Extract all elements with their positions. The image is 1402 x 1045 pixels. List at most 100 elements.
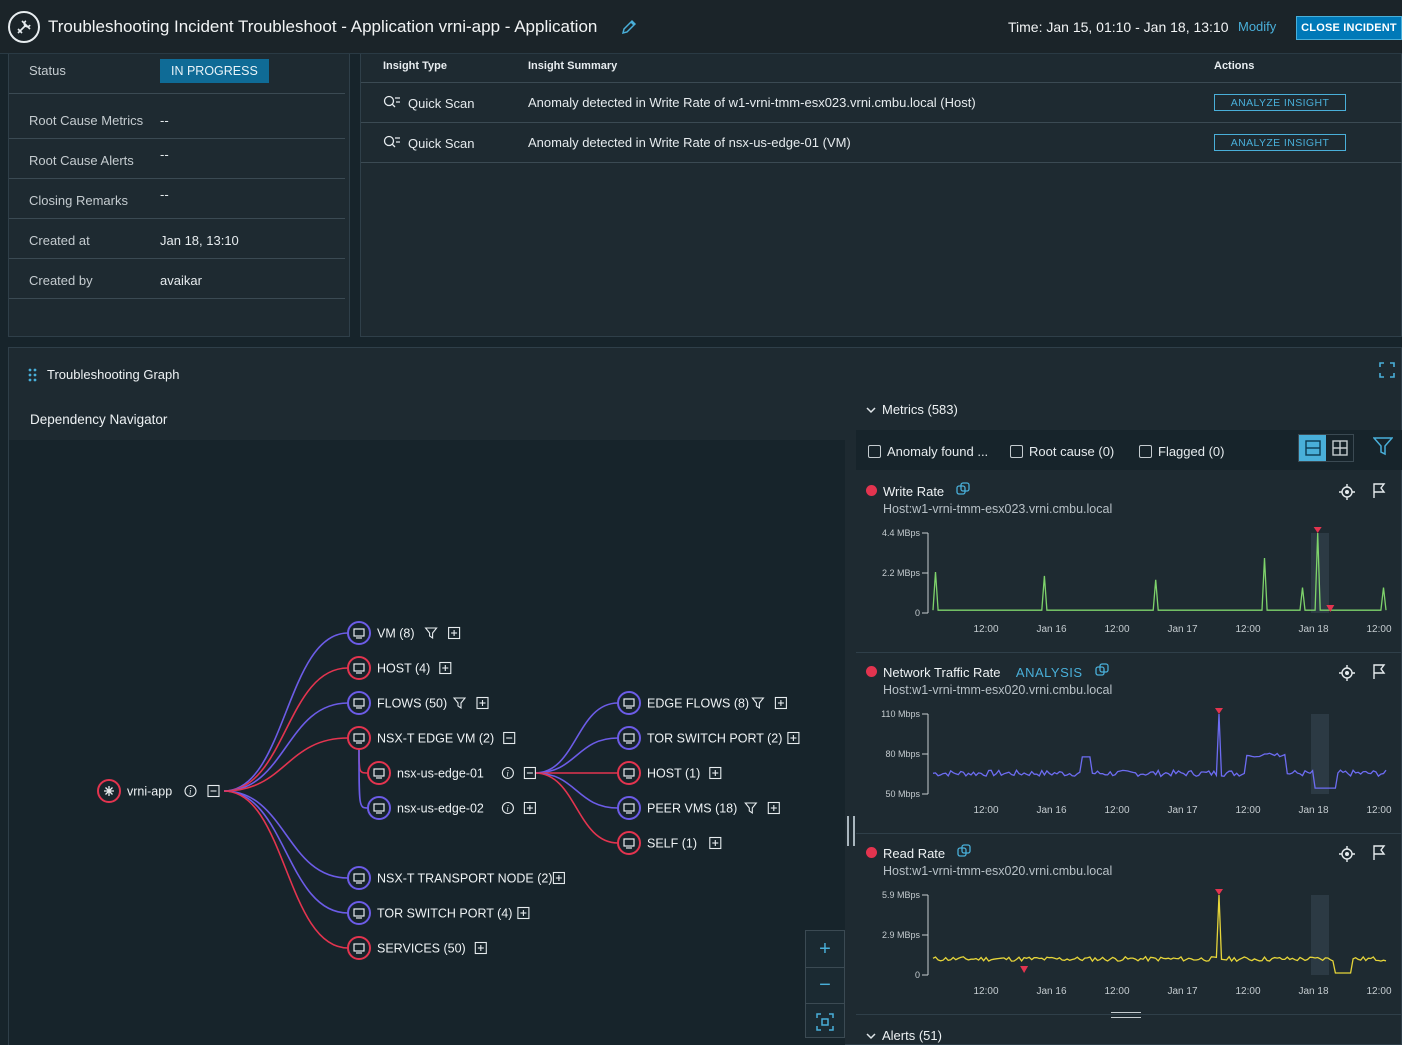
expand-icon[interactable] xyxy=(552,871,565,885)
graph-node[interactable] xyxy=(617,796,641,820)
flag-icon[interactable] xyxy=(1372,664,1386,683)
metric-card[interactable]: Write Rate Host:w1-vrni-tmm-esx023.vrni.… xyxy=(856,473,1402,653)
node-label[interactable]: VM (8) xyxy=(377,627,415,641)
graph-node[interactable] xyxy=(347,901,371,925)
alerts-collapse-toggle[interactable]: Alerts (51) xyxy=(866,1028,942,1043)
resize-handle[interactable] xyxy=(1111,1012,1141,1018)
node-type-icon xyxy=(353,908,365,919)
node-label[interactable]: nsx-us-edge-01 xyxy=(397,767,484,781)
collapse-icon[interactable] xyxy=(523,766,536,780)
metric-card[interactable]: Network Traffic Rate ANALYSIS Host:w1-vr… xyxy=(856,654,1402,834)
fit-to-screen-button[interactable] xyxy=(806,1003,844,1039)
metric-card[interactable]: Read Rate Host:w1-vrni-tmm-esx020.vrni.c… xyxy=(856,835,1402,1015)
metric-chart[interactable]: 5.9 MBps 2.9 MBps 0 12:00 Jan 16 12:00 Jan 17 1… xyxy=(856,880,1402,1015)
anomaly-marker[interactable] xyxy=(1214,708,1223,714)
info-icon[interactable]: i xyxy=(501,801,514,815)
node-label[interactable]: NSX-T EDGE VM (2) xyxy=(377,732,494,746)
checkbox[interactable] xyxy=(1139,445,1152,458)
graph-node[interactable] xyxy=(347,656,371,680)
anomaly-marker[interactable] xyxy=(1020,966,1029,973)
filter-icon[interactable] xyxy=(424,627,438,640)
zoom-in-button[interactable]: + xyxy=(819,937,831,960)
collapse-icon[interactable] xyxy=(503,731,516,745)
graph-node[interactable] xyxy=(347,621,371,645)
analyze-insight-button[interactable]: ANALYZE INSIGHT xyxy=(1214,134,1346,151)
anomaly-marker[interactable] xyxy=(1326,605,1335,612)
analysis-badge[interactable]: ANALYSIS xyxy=(1012,665,1083,680)
filter-icon[interactable] xyxy=(1372,436,1394,459)
filter-icon[interactable] xyxy=(452,697,467,710)
link-icon[interactable] xyxy=(1094,663,1109,680)
node-label[interactable]: TOR SWITCH PORT (2) xyxy=(647,732,782,746)
expand-icon[interactable] xyxy=(474,941,487,955)
locate-icon[interactable] xyxy=(1339,846,1355,865)
node-label[interactable]: HOST (4) xyxy=(377,662,430,676)
top-bar: Troubleshooting Incident Troubleshoot - … xyxy=(0,0,1402,54)
expand-icon[interactable] xyxy=(476,696,489,710)
graph-node[interactable] xyxy=(617,761,641,785)
filter-icon[interactable] xyxy=(744,802,758,815)
expand-icon[interactable] xyxy=(787,731,800,745)
graph-node[interactable] xyxy=(347,936,371,960)
link-icon[interactable] xyxy=(957,844,971,861)
graph-node-root[interactable] xyxy=(97,779,121,803)
drag-handle-icon[interactable] xyxy=(28,368,38,385)
metrics-collapse-toggle[interactable]: Metrics (583) xyxy=(866,402,958,417)
graph-node[interactable] xyxy=(617,831,641,855)
node-label[interactable]: HOST (1) xyxy=(647,767,700,781)
node-label[interactable]: FLOWS (50) xyxy=(377,697,447,711)
graph-node[interactable] xyxy=(367,796,391,820)
expand-icon[interactable] xyxy=(523,801,536,815)
node-label[interactable]: SERVICES (50) xyxy=(377,942,466,956)
expand-icon[interactable] xyxy=(709,766,722,780)
analyze-insight-button[interactable]: ANALYZE INSIGHT xyxy=(1214,94,1346,111)
locate-icon[interactable] xyxy=(1339,484,1355,503)
metric-chart[interactable]: 4.4 MBps 2.2 MBps 0 12:00 Jan 16 12:00 Jan 17 1… xyxy=(856,518,1402,653)
node-label[interactable]: TOR SWITCH PORT (4) xyxy=(377,907,512,921)
anomaly-marker[interactable] xyxy=(1313,527,1322,533)
grid-view-icon[interactable] xyxy=(1326,435,1353,461)
anomaly-filter-checkbox[interactable]: Anomaly found ... xyxy=(868,444,988,459)
expand-icon[interactable] xyxy=(448,626,461,640)
anomaly-marker[interactable] xyxy=(1214,889,1223,895)
filter-icon[interactable] xyxy=(751,697,765,710)
modify-link[interactable]: Modify xyxy=(1238,19,1277,34)
zoom-out-button[interactable]: − xyxy=(806,967,844,1003)
graph-node[interactable] xyxy=(367,761,391,785)
node-label[interactable]: vrni-app xyxy=(127,785,172,799)
close-incident-button[interactable]: CLOSE INCIDENT xyxy=(1296,16,1402,40)
info-icon[interactable]: i xyxy=(501,766,514,780)
expand-icon[interactable] xyxy=(774,696,787,710)
graph-node[interactable] xyxy=(347,691,371,715)
node-label[interactable]: NSX-T TRANSPORT NODE (2) xyxy=(377,872,553,886)
graph-node[interactable] xyxy=(617,691,641,715)
dependency-graph-canvas[interactable]: vrni-app i VM (8) HOST (4) FLOWS (50) NSX-T E… xyxy=(9,440,845,1045)
graph-node[interactable] xyxy=(617,726,641,750)
edit-icon[interactable] xyxy=(620,18,638,39)
node-label[interactable]: SELF (1) xyxy=(647,837,697,851)
graph-node[interactable] xyxy=(347,866,371,890)
list-view-icon[interactable] xyxy=(1299,435,1326,461)
expand-icon[interactable] xyxy=(439,661,452,675)
metric-chart[interactable]: 110 Mbps 80 Mbps 50 Mbps 12:00 Jan 16 12:00 Ja… xyxy=(856,699,1402,834)
node-label[interactable]: PEER VMS (18) xyxy=(647,802,737,816)
expand-icon[interactable] xyxy=(517,906,530,920)
x-tick-label: Jan 17 xyxy=(1167,805,1197,816)
checkbox[interactable] xyxy=(1010,445,1023,458)
checkbox[interactable] xyxy=(868,445,881,458)
expand-icon[interactable] xyxy=(767,801,780,815)
panel-splitter[interactable] xyxy=(847,816,855,846)
collapse-icon[interactable] xyxy=(207,784,220,798)
info-icon[interactable]: i xyxy=(184,784,197,798)
fullscreen-icon[interactable] xyxy=(1379,362,1395,381)
link-icon[interactable] xyxy=(956,482,970,499)
locate-icon[interactable] xyxy=(1339,665,1355,684)
root-cause-filter-checkbox[interactable]: Root cause (0) xyxy=(1010,444,1114,459)
node-label[interactable]: EDGE FLOWS (8) xyxy=(647,697,749,711)
flag-icon[interactable] xyxy=(1372,483,1386,502)
graph-node[interactable] xyxy=(347,726,371,750)
node-label[interactable]: nsx-us-edge-02 xyxy=(397,802,484,816)
flagged-filter-checkbox[interactable]: Flagged (0) xyxy=(1139,444,1224,459)
expand-icon[interactable] xyxy=(709,836,722,850)
flag-icon[interactable] xyxy=(1372,845,1386,864)
